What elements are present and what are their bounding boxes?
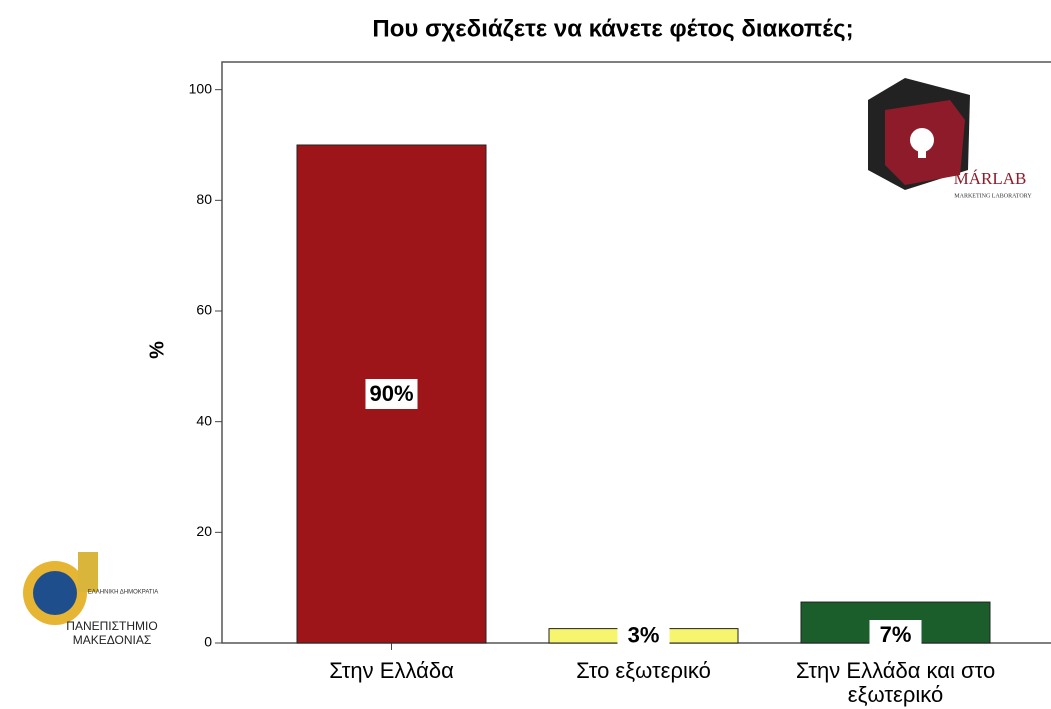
x-tick-label: Στην Ελλάδα [329, 658, 454, 683]
y-tick-label: 40 [196, 412, 212, 428]
value-label: 3% [628, 623, 660, 648]
x-tick-label: Στην Ελλάδα και στο εξωτερικό [795, 658, 996, 707]
y-tick-label: 100 [189, 80, 213, 96]
value-label: 90% [369, 381, 413, 406]
x-tick-label: Στο εξωτερικό [576, 658, 711, 683]
y-tick-label: 60 [196, 302, 212, 318]
value-label-bg [869, 620, 922, 650]
marlab-subtitle: MARKETING LABORATORY [954, 193, 1032, 199]
y-tick-label: 0 [204, 634, 212, 650]
university-badge: ΕΛΛΗΝΙΚΗ ΔΗΜΟΚΡΑΤΙΑ [88, 590, 158, 596]
marlab-name: MÁRLAB [954, 169, 1027, 188]
chart-title: Που σχεδιάζετε να κάνετε φέτος διακοπές; [372, 15, 853, 42]
university-line2: ΜΑΚΕΔΟΝΙΑΣ [73, 633, 152, 647]
value-label-bg [617, 620, 670, 651]
value-label: 7% [880, 622, 912, 647]
y-axis-label: % [146, 341, 168, 359]
university-logo: ΕΛΛΗΝΙΚΗ ΔΗΜΟΚΡΑΤΙΑ ΠΑΝΕΠΙΣΤΗΜΙΟ ΜΑΚΕΔΟΝ… [23, 552, 158, 647]
y-tick-label: 20 [196, 523, 212, 539]
y-tick-label: 80 [196, 191, 212, 207]
value-label-bg [365, 379, 418, 409]
marlab-logo: MÁRLAB MARKETING LABORATORY [868, 78, 1032, 199]
university-line1: ΠΑΝΕΠΙΣΤΗΜΙΟ [66, 619, 157, 633]
